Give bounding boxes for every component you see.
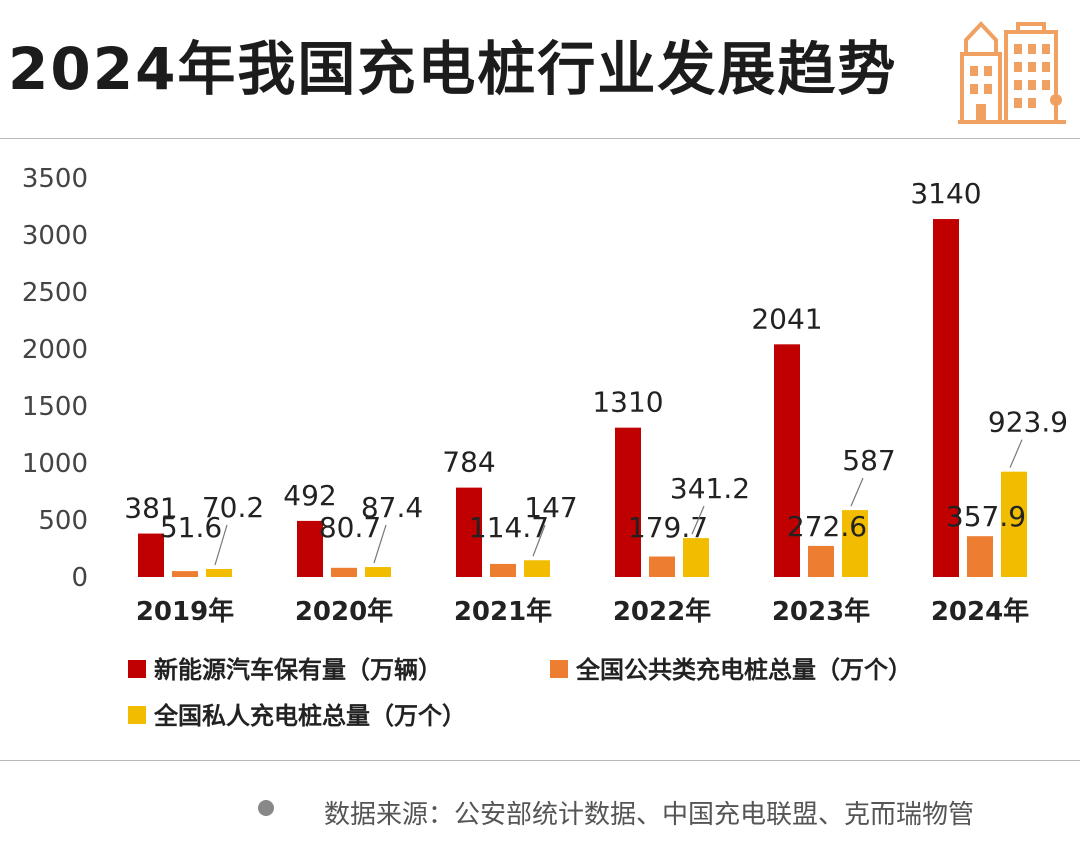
bar-3 xyxy=(524,560,550,577)
legend-swatch-3 xyxy=(128,706,146,724)
bar-3 xyxy=(206,568,232,577)
page-title: 2024年我国充电桩行业发展趋势 xyxy=(8,35,898,103)
data-label: 381 xyxy=(124,492,177,525)
legend-label: 全国私人充电桩总量（万个） xyxy=(153,702,466,730)
leader-line xyxy=(373,524,387,564)
data-label: 272.6 xyxy=(787,510,867,543)
bottom-divider xyxy=(0,760,1080,761)
bullet-dot-icon xyxy=(258,800,274,816)
bar-3 xyxy=(842,510,868,577)
bar-3 xyxy=(365,567,391,577)
data-label: 147 xyxy=(524,491,577,524)
bar-1 xyxy=(774,344,800,577)
leader-line xyxy=(850,477,864,507)
y-tick-label: 0 xyxy=(71,563,88,593)
bar-2 xyxy=(808,545,834,577)
y-tick-label: 2500 xyxy=(22,278,88,308)
bar-2 xyxy=(172,571,198,577)
top-divider xyxy=(0,138,1080,139)
data-label: 87.4 xyxy=(361,491,423,524)
data-label: 492 xyxy=(283,479,336,512)
y-tick-label: 3000 xyxy=(22,221,88,251)
y-tick-label: 1000 xyxy=(22,449,88,479)
x-tick-label: 2022年 xyxy=(613,596,711,627)
x-tick-label: 2023年 xyxy=(772,596,870,627)
data-label: 923.9 xyxy=(988,406,1068,439)
bar-1 xyxy=(456,487,482,577)
data-label: 70.2 xyxy=(202,491,264,524)
data-label: 2041 xyxy=(751,302,822,335)
data-label: 80.7 xyxy=(319,511,381,544)
leader-line xyxy=(214,524,228,566)
data-label: 51.6 xyxy=(160,511,222,544)
bar-1 xyxy=(138,533,164,577)
leader-line xyxy=(1009,439,1023,468)
data-label: 341.2 xyxy=(670,472,750,505)
bar-2 xyxy=(967,536,993,577)
legend-swatch-1 xyxy=(128,660,146,678)
x-tick-label: 2021年 xyxy=(454,596,552,627)
legend-swatch-2 xyxy=(550,660,568,678)
data-label: 357.9 xyxy=(946,500,1026,533)
data-label: 3140 xyxy=(910,177,981,210)
building-icon xyxy=(958,21,1066,124)
bar-2 xyxy=(331,567,357,577)
bar-1 xyxy=(615,427,641,577)
data-source: 数据来源：公安部统计数据、中国充电联盟、克而瑞物管 xyxy=(324,800,975,830)
data-label: 1310 xyxy=(592,386,663,419)
bar-1 xyxy=(933,219,959,578)
data-label: 179.7 xyxy=(628,511,708,544)
y-tick-label: 2000 xyxy=(22,335,88,365)
bar-2 xyxy=(490,563,516,577)
x-tick-label: 2020年 xyxy=(295,596,393,627)
y-tick-label: 1500 xyxy=(22,392,88,422)
data-label: 114.7 xyxy=(469,511,549,544)
data-label: 587 xyxy=(842,444,895,477)
y-tick-label: 500 xyxy=(38,506,88,536)
y-tick-label: 3500 xyxy=(22,164,88,194)
bar-1 xyxy=(297,520,323,577)
legend-label: 全国公共类充电桩总量（万个） xyxy=(575,656,912,684)
x-tick-label: 2019年 xyxy=(136,596,234,627)
x-tick-label: 2024年 xyxy=(931,596,1029,627)
bar-3 xyxy=(683,538,709,577)
leader-line xyxy=(691,505,705,535)
bar-3 xyxy=(1001,471,1027,577)
data-label: 784 xyxy=(442,446,495,479)
legend-label: 新能源汽车保有量（万辆） xyxy=(154,656,442,684)
leader-line xyxy=(532,524,546,557)
bar-2 xyxy=(649,556,675,577)
